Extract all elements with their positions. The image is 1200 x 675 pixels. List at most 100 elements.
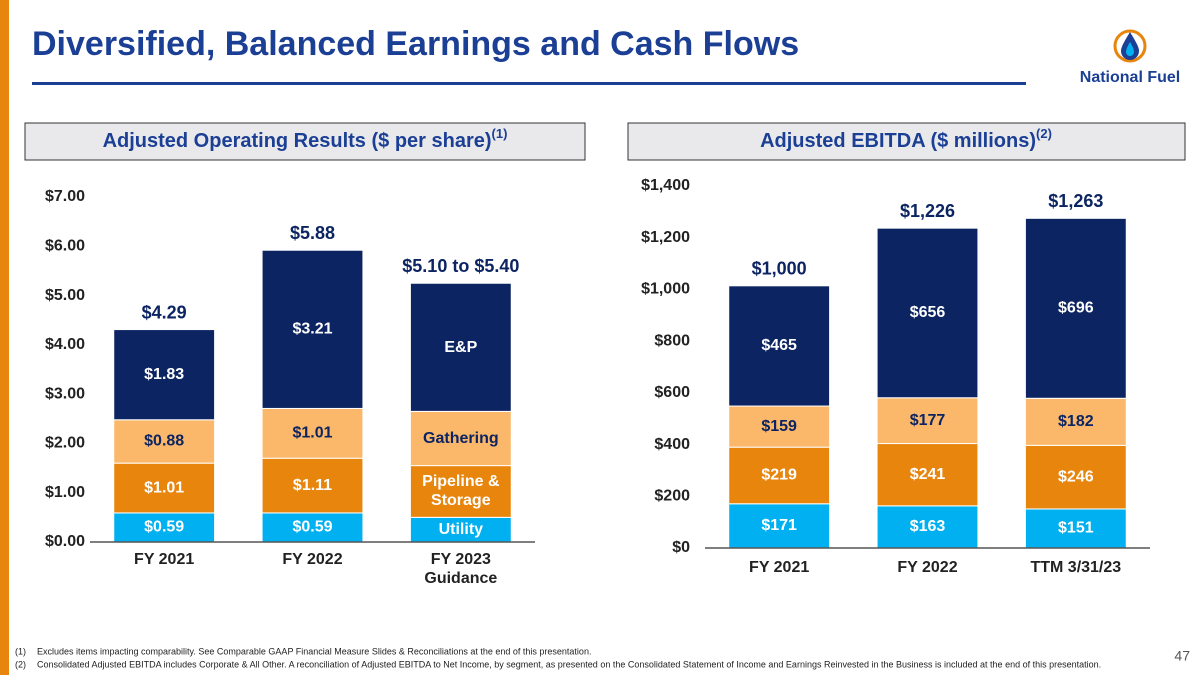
value-label: $0.88 [144, 433, 184, 450]
bar-segment [1024, 444, 1127, 510]
bar-segment [728, 446, 831, 505]
value-label: $171 [761, 517, 797, 534]
total-label: $5.10 to $5.40 [402, 256, 519, 276]
title-rule [32, 82, 1026, 85]
x-tick-label: FY 2021 [749, 559, 810, 576]
y-tick-label: $0 [672, 539, 690, 556]
segment-name-label: Gathering [423, 429, 499, 447]
bar-segment [409, 465, 512, 518]
y-tick-label: $1,200 [641, 229, 690, 246]
logo-ring [1113, 29, 1147, 63]
value-label: $656 [910, 304, 946, 321]
value-label: $696 [1058, 300, 1094, 317]
panel-header: Adjusted EBITDA ($ millions)(2) [760, 126, 1052, 152]
y-tick-label: $4.00 [45, 336, 85, 353]
segment-name-label: E&P [444, 338, 478, 356]
total-label: $1,263 [1048, 191, 1103, 211]
slide-title: Diversified, Balanced Earnings and Cash … [32, 25, 799, 63]
value-label: $151 [1058, 520, 1094, 537]
bar-segment [876, 443, 979, 507]
x-tick-label-box: FY 2022 [282, 551, 342, 568]
value-label: $1.83 [144, 366, 184, 383]
y-tick-label: $1,400 [641, 177, 690, 194]
bar-segment [728, 503, 831, 549]
panel-header-box [627, 122, 1186, 161]
total-label: $5.88 [290, 223, 335, 243]
total-label: $1,226 [900, 201, 955, 221]
panel-header-note: (2) [1036, 126, 1052, 141]
x-tick-label-box: FY 2021 [134, 551, 195, 568]
bar-segment [113, 512, 216, 543]
footnote-marker: (2) [15, 659, 26, 669]
bar-segment [1024, 217, 1127, 399]
y-tick-label: $400 [654, 436, 690, 453]
bar-segment [876, 505, 979, 549]
y-tick-label: $2.00 [45, 435, 85, 452]
y-tick-label: $1.00 [45, 484, 85, 501]
panel-header-text: Adjusted Operating Results ($ per share) [103, 130, 492, 152]
y-tick-label: $0.00 [45, 533, 85, 550]
segment-name-label: Utility [438, 521, 484, 539]
logo: National Fuel [1080, 29, 1180, 86]
segment-name-label-box: Pipeline & Storage [422, 473, 500, 510]
footnote-text: Excludes items impacting comparability. … [37, 646, 591, 656]
panel-header-note: (1) [492, 126, 508, 141]
panel-header-box [24, 122, 586, 161]
y-tick-label: $5.00 [45, 287, 85, 304]
y-tick-label: $1,000 [641, 281, 690, 298]
y-tick-label: $800 [654, 332, 690, 349]
logo-text: National Fuel [1080, 69, 1180, 86]
value-label: $182 [1058, 413, 1094, 430]
bar-segment [876, 397, 979, 445]
bar-segment [409, 282, 512, 412]
value-label: $0.59 [292, 519, 332, 536]
value-label: $1.11 [293, 477, 332, 494]
value-label: $241 [910, 466, 946, 483]
y-tick-label: $6.00 [45, 238, 85, 255]
bar-segment [409, 516, 512, 543]
bar-segment [728, 285, 831, 407]
y-tick-label: $7.00 [45, 188, 85, 205]
footnote-text: Consolidated Adjusted EBITDA includes Co… [37, 659, 1101, 669]
value-label: $246 [1058, 468, 1094, 485]
x-tick-label: FY 2022 [897, 559, 958, 576]
x-tick-label-box: FY 2023 Guidance [424, 551, 498, 588]
value-label: $159 [761, 418, 797, 435]
value-label: $177 [910, 412, 946, 429]
bar-segment [728, 405, 831, 448]
x-tick-label: TTM 3/31/23 [1030, 559, 1122, 576]
bar-segment [261, 407, 364, 459]
bar-segment [876, 227, 979, 399]
value-label: $1.01 [144, 479, 184, 496]
value-label: $0.59 [144, 519, 184, 536]
side-stripe [0, 0, 9, 675]
bar-segment [1024, 508, 1127, 549]
total-label: $4.29 [142, 302, 187, 322]
footnote-marker: (1) [15, 646, 26, 656]
bar-segment [113, 329, 216, 421]
x-tick-label: FY 2021 [134, 551, 195, 568]
total-label: $1,000 [752, 259, 807, 279]
bar-segment [1024, 397, 1127, 446]
x-tick-label: FY 2023 Guidance [424, 551, 498, 588]
x-tick-label-box: FY 2022 [897, 559, 958, 576]
page-number: 47 [1174, 648, 1190, 664]
logo-flame-inner [1126, 42, 1134, 56]
segment-name-label: Pipeline & Storage [422, 473, 500, 510]
y-tick-label: $600 [654, 384, 690, 401]
panel-header-text: Adjusted EBITDA ($ millions) [760, 130, 1036, 152]
value-label: $163 [910, 518, 946, 535]
value-label: $219 [761, 467, 797, 484]
x-tick-label-box: FY 2021 [749, 559, 810, 576]
panel-header: Adjusted Operating Results ($ per share)… [103, 126, 508, 152]
segment-name-label-box: Gathering [423, 429, 499, 447]
value-label: $465 [761, 337, 797, 354]
segment-name-label-box: E&P [444, 338, 478, 356]
segment-name-label-box: Utility [438, 521, 484, 539]
bar-segment [113, 419, 216, 464]
y-tick-label: $200 [654, 488, 690, 505]
bar-segment [409, 410, 512, 467]
y-tick-label: $3.00 [45, 385, 85, 402]
x-tick-label-box: TTM 3/31/23 [1030, 559, 1122, 576]
